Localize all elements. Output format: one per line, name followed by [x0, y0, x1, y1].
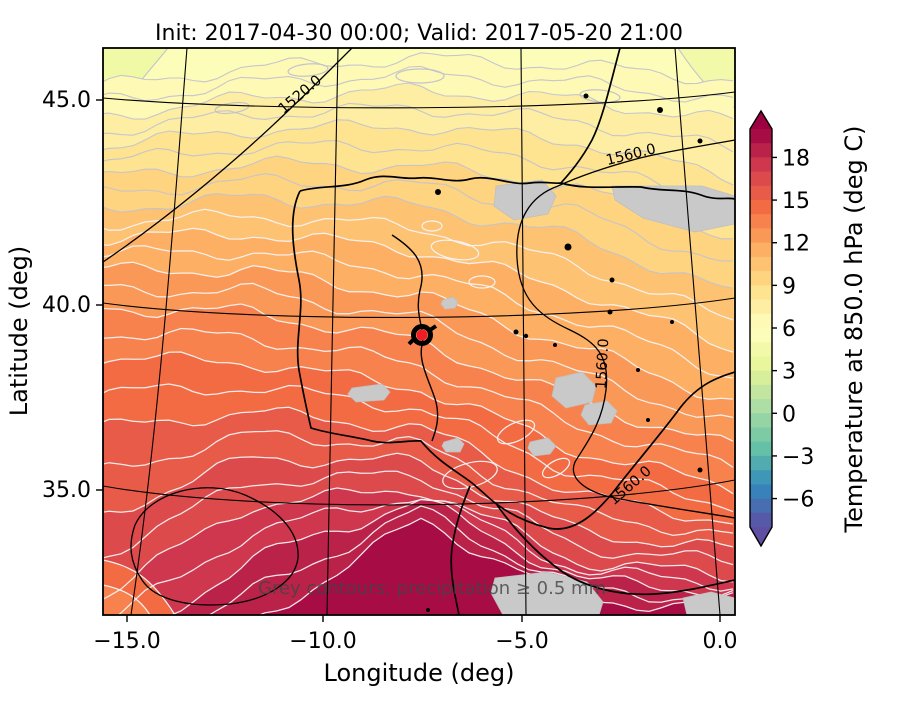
y-tick-label: 40.0: [42, 293, 91, 318]
coast-portugal-south-spain: [291, 190, 490, 499]
y-tick-marks: [96, 99, 103, 491]
colorbar-tick-label: 3: [782, 360, 796, 385]
coast-southeast-spain: [488, 371, 735, 530]
coast-africa-atlantic: [450, 485, 471, 615]
plot-frame: [102, 47, 736, 616]
x-tick-label: −15.0: [93, 629, 160, 654]
x-axis-label: Longitude (deg): [324, 659, 515, 687]
x-tick-marks: [126, 615, 721, 622]
height-contours: [103, 48, 735, 606]
location-marker: [407, 324, 438, 346]
coast-north-iberia: [299, 175, 562, 192]
colorbar-tick-label: 12: [782, 232, 810, 257]
colorbar: 18 15 12 9 6 3 0 −3 −6: [749, 109, 814, 548]
meridian-15W: [130, 48, 188, 615]
meridian-10W: [326, 48, 339, 615]
colorbar-tick-label: 6: [782, 317, 796, 342]
precipitation-shading: [347, 179, 735, 615]
contour-closed-low: [130, 487, 299, 606]
coast-africa-mediterranean: [496, 504, 735, 596]
parallel-45N: [103, 91, 735, 109]
meridian-0: [674, 48, 721, 615]
x-tick-label: −10.0: [289, 629, 356, 654]
colorbar-tick-label: 15: [782, 189, 810, 214]
colorbar-tick-label: 0: [782, 402, 796, 427]
coastlines-borders: [291, 48, 735, 615]
contour-1520: [103, 48, 353, 263]
colorbar-label: Temperature at 850.0 hPa (deg C): [840, 125, 868, 533]
small-closed-contours: [426, 93, 703, 612]
colorbar-tick-label: −6: [782, 488, 814, 513]
contour-1560: [516, 139, 735, 519]
coast-france: [560, 48, 735, 200]
precipitation-note: Grey contours: precipitation ≥ 0.5 mm: [258, 578, 606, 599]
y-tick-label: 45.0: [42, 88, 91, 113]
contour-label-1560-mid: 1560.0: [594, 338, 613, 390]
y-tick-label: 35.0: [42, 478, 91, 503]
colorbar-tick-label: 18: [782, 146, 810, 171]
plot-title: Init: 2017-04-30 00:00; Valid: 2017-05-2…: [155, 21, 683, 46]
temperature-fill-bands: [103, 48, 735, 615]
colorbar-tick-label: 9: [782, 274, 796, 299]
x-axis: −15.0 −10.0 −5.0 0.0 Longitude (deg): [93, 615, 738, 687]
parallel-35N: [103, 479, 735, 506]
y-axis-label: Latitude (deg): [5, 246, 33, 416]
x-tick-label: 0.0: [703, 629, 738, 654]
x-tick-label: −5.0: [495, 629, 548, 654]
meridian-5W: [520, 48, 527, 615]
graticule: [103, 48, 735, 615]
colorbar-tick-label: −3: [782, 445, 814, 470]
y-axis: 45.0 40.0 35.0 Latitude (deg): [5, 88, 103, 503]
